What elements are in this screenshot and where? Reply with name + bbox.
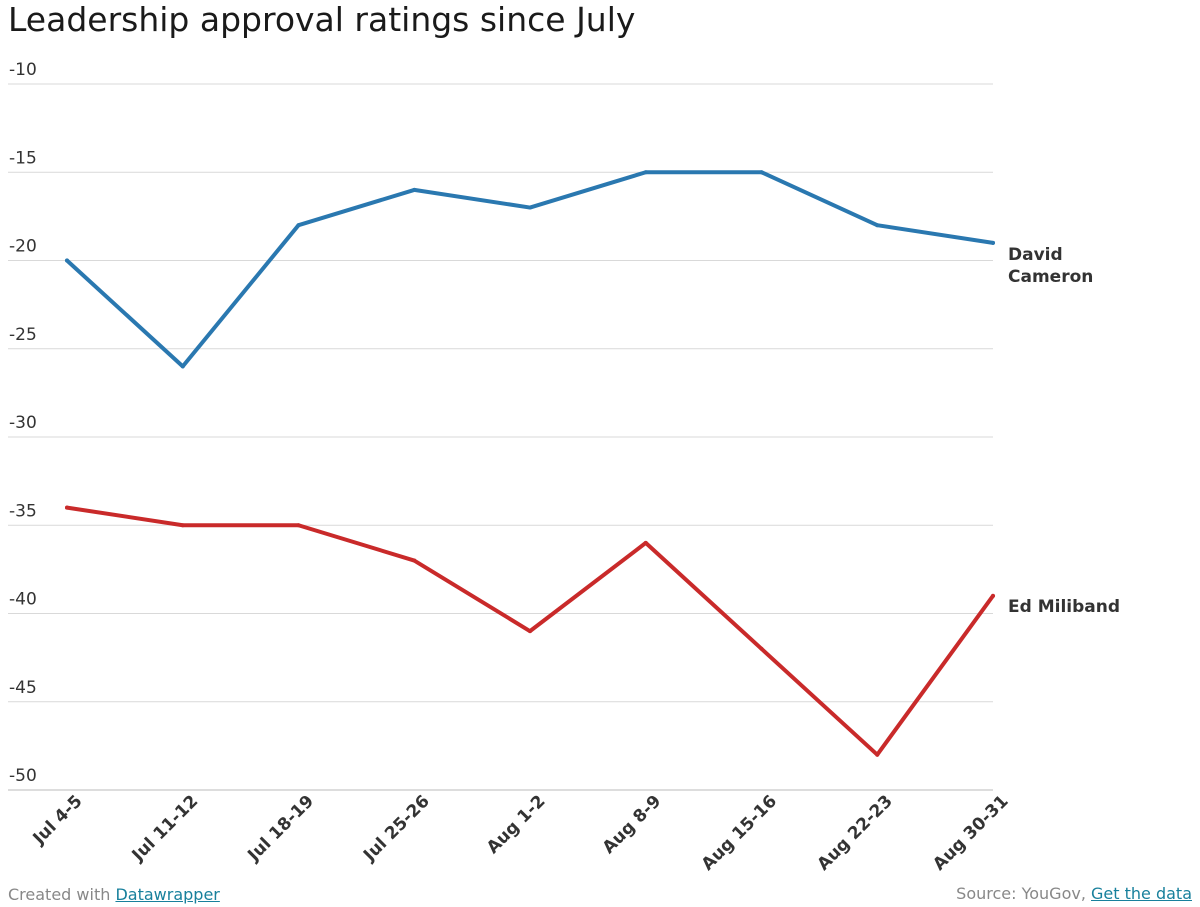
data-point: [875, 223, 880, 228]
y-tick-label: -25: [9, 325, 37, 345]
data-point: [875, 752, 880, 757]
series-line: [65, 170, 995, 369]
x-tick-label: Aug 8-9: [599, 791, 666, 858]
credit-prefix: Created with: [8, 885, 111, 904]
y-axis-tick-labels: -10 -15 -20 -25 -30 -35 -40 -45 -50: [9, 60, 37, 786]
series-label: Ed Miliband: [1008, 597, 1120, 617]
y-tick-label: -15: [9, 148, 37, 168]
data-point: [991, 240, 995, 245]
y-tick-label: -30: [9, 413, 37, 433]
y-tick-label: -45: [9, 678, 37, 698]
data-point: [643, 540, 648, 545]
gridlines: [8, 83, 993, 791]
source-prefix: Source: YouGov,: [956, 884, 1086, 903]
series-labels: David Cameron Ed Miliband: [1008, 245, 1120, 617]
data-point: [180, 523, 185, 528]
y-tick-label: -35: [9, 501, 37, 521]
datawrapper-link[interactable]: Datawrapper: [115, 885, 220, 904]
credit-text: Created with Datawrapper: [8, 885, 220, 904]
data-point: [759, 646, 764, 651]
data-point: [643, 170, 648, 175]
x-tick-label: Jul 18-19: [243, 791, 318, 866]
data-point: [65, 258, 69, 263]
data-point: [412, 558, 417, 563]
y-tick-label: -50: [9, 766, 37, 786]
data-point: [412, 187, 417, 192]
data-point: [296, 223, 301, 228]
series-label: David Cameron: [1008, 245, 1093, 287]
y-tick-label: -40: [9, 590, 37, 610]
x-tick-label: Aug 1-2: [483, 791, 550, 858]
series-lines: [65, 170, 995, 757]
chart-title: Leadership approval ratings since July: [8, 0, 636, 39]
source-text: Source: YouGov, Get the data: [956, 884, 1192, 903]
data-point: [528, 629, 532, 634]
x-tick-label: Aug 30-31: [929, 791, 1012, 874]
data-point: [65, 505, 69, 510]
x-tick-label: Aug 15-16: [698, 791, 781, 874]
data-point: [296, 523, 301, 528]
x-tick-label: Jul 25-26: [359, 791, 434, 866]
line-chart: -10 -15 -20 -25 -30 -35 -40 -45 -50 Jul 4-5 Jul 1…: [8, 60, 1120, 875]
data-point: [759, 170, 764, 175]
get-the-data-link[interactable]: Get the data: [1091, 884, 1192, 903]
x-tick-label: Jul 11-12: [128, 791, 203, 866]
x-tick-label: Aug 22-23: [814, 791, 897, 874]
x-tick-label: Jul 4-5: [29, 791, 87, 849]
data-point: [528, 205, 532, 210]
data-point: [180, 364, 185, 369]
y-tick-label: -10: [9, 60, 37, 80]
data-point: [991, 593, 995, 598]
x-axis-tick-labels: Jul 4-5 Jul 11-12 Jul 18-19 Jul 25-26 Aug 1-…: [29, 791, 1013, 874]
y-tick-label: -20: [9, 237, 37, 257]
